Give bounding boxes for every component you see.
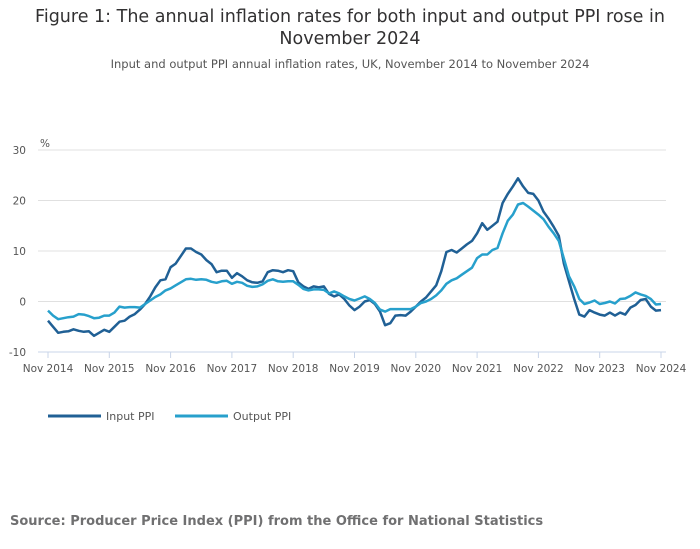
legend-label: Input PPI: [106, 410, 155, 423]
x-tick-label: Nov 2015: [84, 363, 135, 375]
y-tick-label: 0: [19, 297, 26, 309]
x-tick-label: Nov 2020: [391, 363, 442, 375]
y-tick-label: 20: [13, 196, 26, 208]
y-tick-label: -10: [9, 347, 26, 359]
x-tick-label: Nov 2022: [513, 363, 564, 375]
x-tick-label: Nov 2016: [145, 363, 196, 375]
x-tick-label: Nov 2014: [23, 363, 74, 375]
legend-label: Output PPI: [233, 410, 291, 423]
x-tick-label: Nov 2021: [452, 363, 503, 375]
chart-subtitle: Input and output PPI annual inflation ra…: [110, 57, 590, 71]
source-note: Source: Producer Price Index (PPI) from …: [10, 514, 544, 529]
chart-title: Figure 1: The annual inflation rates for…: [35, 7, 665, 49]
y-axis-label: %: [40, 138, 50, 150]
y-tick-label: 10: [13, 246, 26, 258]
x-tick-label: Nov 2024: [636, 363, 687, 375]
y-tick-label: 30: [13, 145, 26, 157]
x-tick-label: Nov 2018: [268, 363, 319, 375]
x-tick-label: Nov 2023: [574, 363, 625, 375]
series-line-input-ppi: [47, 177, 662, 338]
x-tick-label: Nov 2017: [207, 363, 258, 375]
x-tick-label: Nov 2019: [329, 363, 380, 375]
series-line-output-ppi: [47, 201, 662, 321]
